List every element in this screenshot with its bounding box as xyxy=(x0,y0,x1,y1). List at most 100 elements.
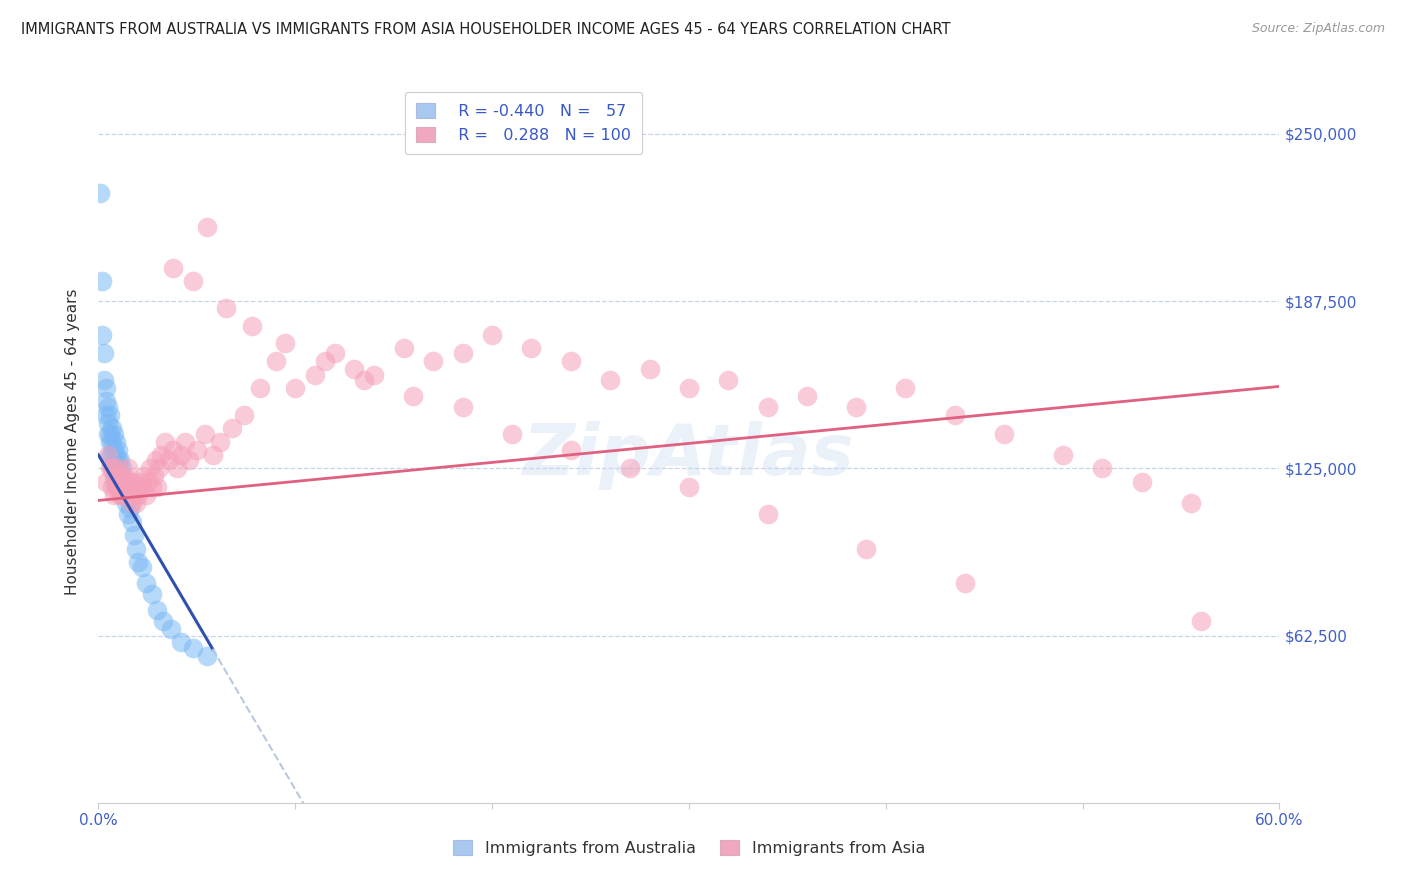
Point xyxy=(1091,461,1114,475)
Point xyxy=(131,560,153,574)
Point xyxy=(118,501,141,516)
Point xyxy=(96,408,118,422)
Point xyxy=(1180,496,1202,510)
Text: IMMIGRANTS FROM AUSTRALIA VS IMMIGRANTS FROM ASIA HOUSEHOLDER INCOME AGES 45 - 6: IMMIGRANTS FROM AUSTRALIA VS IMMIGRANTS … xyxy=(21,22,950,37)
Point xyxy=(363,368,385,382)
Point xyxy=(181,274,204,288)
Point xyxy=(103,453,125,467)
Point xyxy=(101,480,124,494)
Point xyxy=(560,442,582,457)
Point xyxy=(481,327,503,342)
Point xyxy=(105,475,128,489)
Point xyxy=(105,448,128,462)
Point xyxy=(108,480,131,494)
Point xyxy=(107,453,129,467)
Point xyxy=(105,469,128,483)
Point xyxy=(146,603,169,617)
Point xyxy=(678,480,700,494)
Point xyxy=(150,448,173,462)
Point xyxy=(135,576,157,591)
Point xyxy=(108,464,131,478)
Y-axis label: Householder Income Ages 45 - 64 years: Householder Income Ages 45 - 64 years xyxy=(65,288,80,595)
Point xyxy=(105,480,128,494)
Point xyxy=(101,448,124,462)
Point xyxy=(177,453,200,467)
Point xyxy=(501,426,523,441)
Point xyxy=(353,373,375,387)
Point xyxy=(112,480,135,494)
Point xyxy=(98,434,121,449)
Point xyxy=(314,354,336,368)
Point xyxy=(717,373,740,387)
Point xyxy=(451,346,474,360)
Point xyxy=(98,408,121,422)
Point xyxy=(98,448,121,462)
Point xyxy=(89,186,111,200)
Point xyxy=(323,346,346,360)
Point xyxy=(402,389,425,403)
Point xyxy=(111,488,134,502)
Point xyxy=(122,475,145,489)
Point xyxy=(796,389,818,403)
Point xyxy=(96,475,118,489)
Point xyxy=(201,448,224,462)
Point xyxy=(93,373,115,387)
Point xyxy=(107,461,129,475)
Point xyxy=(127,488,149,502)
Point xyxy=(304,368,326,382)
Point xyxy=(105,434,128,449)
Point xyxy=(619,461,641,475)
Point xyxy=(103,442,125,457)
Point xyxy=(157,453,180,467)
Point xyxy=(678,381,700,395)
Point xyxy=(97,426,120,441)
Point xyxy=(115,488,138,502)
Point xyxy=(145,453,167,467)
Point xyxy=(240,319,263,334)
Point xyxy=(97,448,120,462)
Point xyxy=(155,434,177,449)
Point xyxy=(141,480,163,494)
Point xyxy=(91,327,114,342)
Point xyxy=(105,461,128,475)
Point xyxy=(118,475,141,489)
Point xyxy=(103,488,125,502)
Point xyxy=(107,480,129,494)
Point xyxy=(756,507,779,521)
Point xyxy=(132,469,155,483)
Point xyxy=(96,381,118,395)
Point xyxy=(115,480,138,494)
Point xyxy=(112,469,135,483)
Point xyxy=(170,448,193,462)
Point xyxy=(125,480,148,494)
Point xyxy=(194,426,217,441)
Point xyxy=(1052,448,1074,462)
Point xyxy=(162,442,184,457)
Point xyxy=(174,434,197,449)
Point xyxy=(93,346,115,360)
Point xyxy=(209,434,232,449)
Point xyxy=(103,469,125,483)
Point xyxy=(855,541,877,556)
Point xyxy=(284,381,307,395)
Point xyxy=(148,461,170,475)
Point xyxy=(993,426,1015,441)
Point xyxy=(117,507,139,521)
Point xyxy=(97,400,120,414)
Point xyxy=(127,555,149,569)
Point xyxy=(121,480,143,494)
Point xyxy=(91,274,114,288)
Point xyxy=(121,496,143,510)
Point xyxy=(101,421,124,435)
Point xyxy=(392,341,415,355)
Point xyxy=(117,461,139,475)
Point xyxy=(845,400,868,414)
Point xyxy=(125,541,148,556)
Point xyxy=(96,394,118,409)
Point xyxy=(111,475,134,489)
Point xyxy=(122,488,145,502)
Point xyxy=(122,528,145,542)
Point xyxy=(1189,614,1212,628)
Text: ZipAtlas: ZipAtlas xyxy=(523,422,855,491)
Point xyxy=(249,381,271,395)
